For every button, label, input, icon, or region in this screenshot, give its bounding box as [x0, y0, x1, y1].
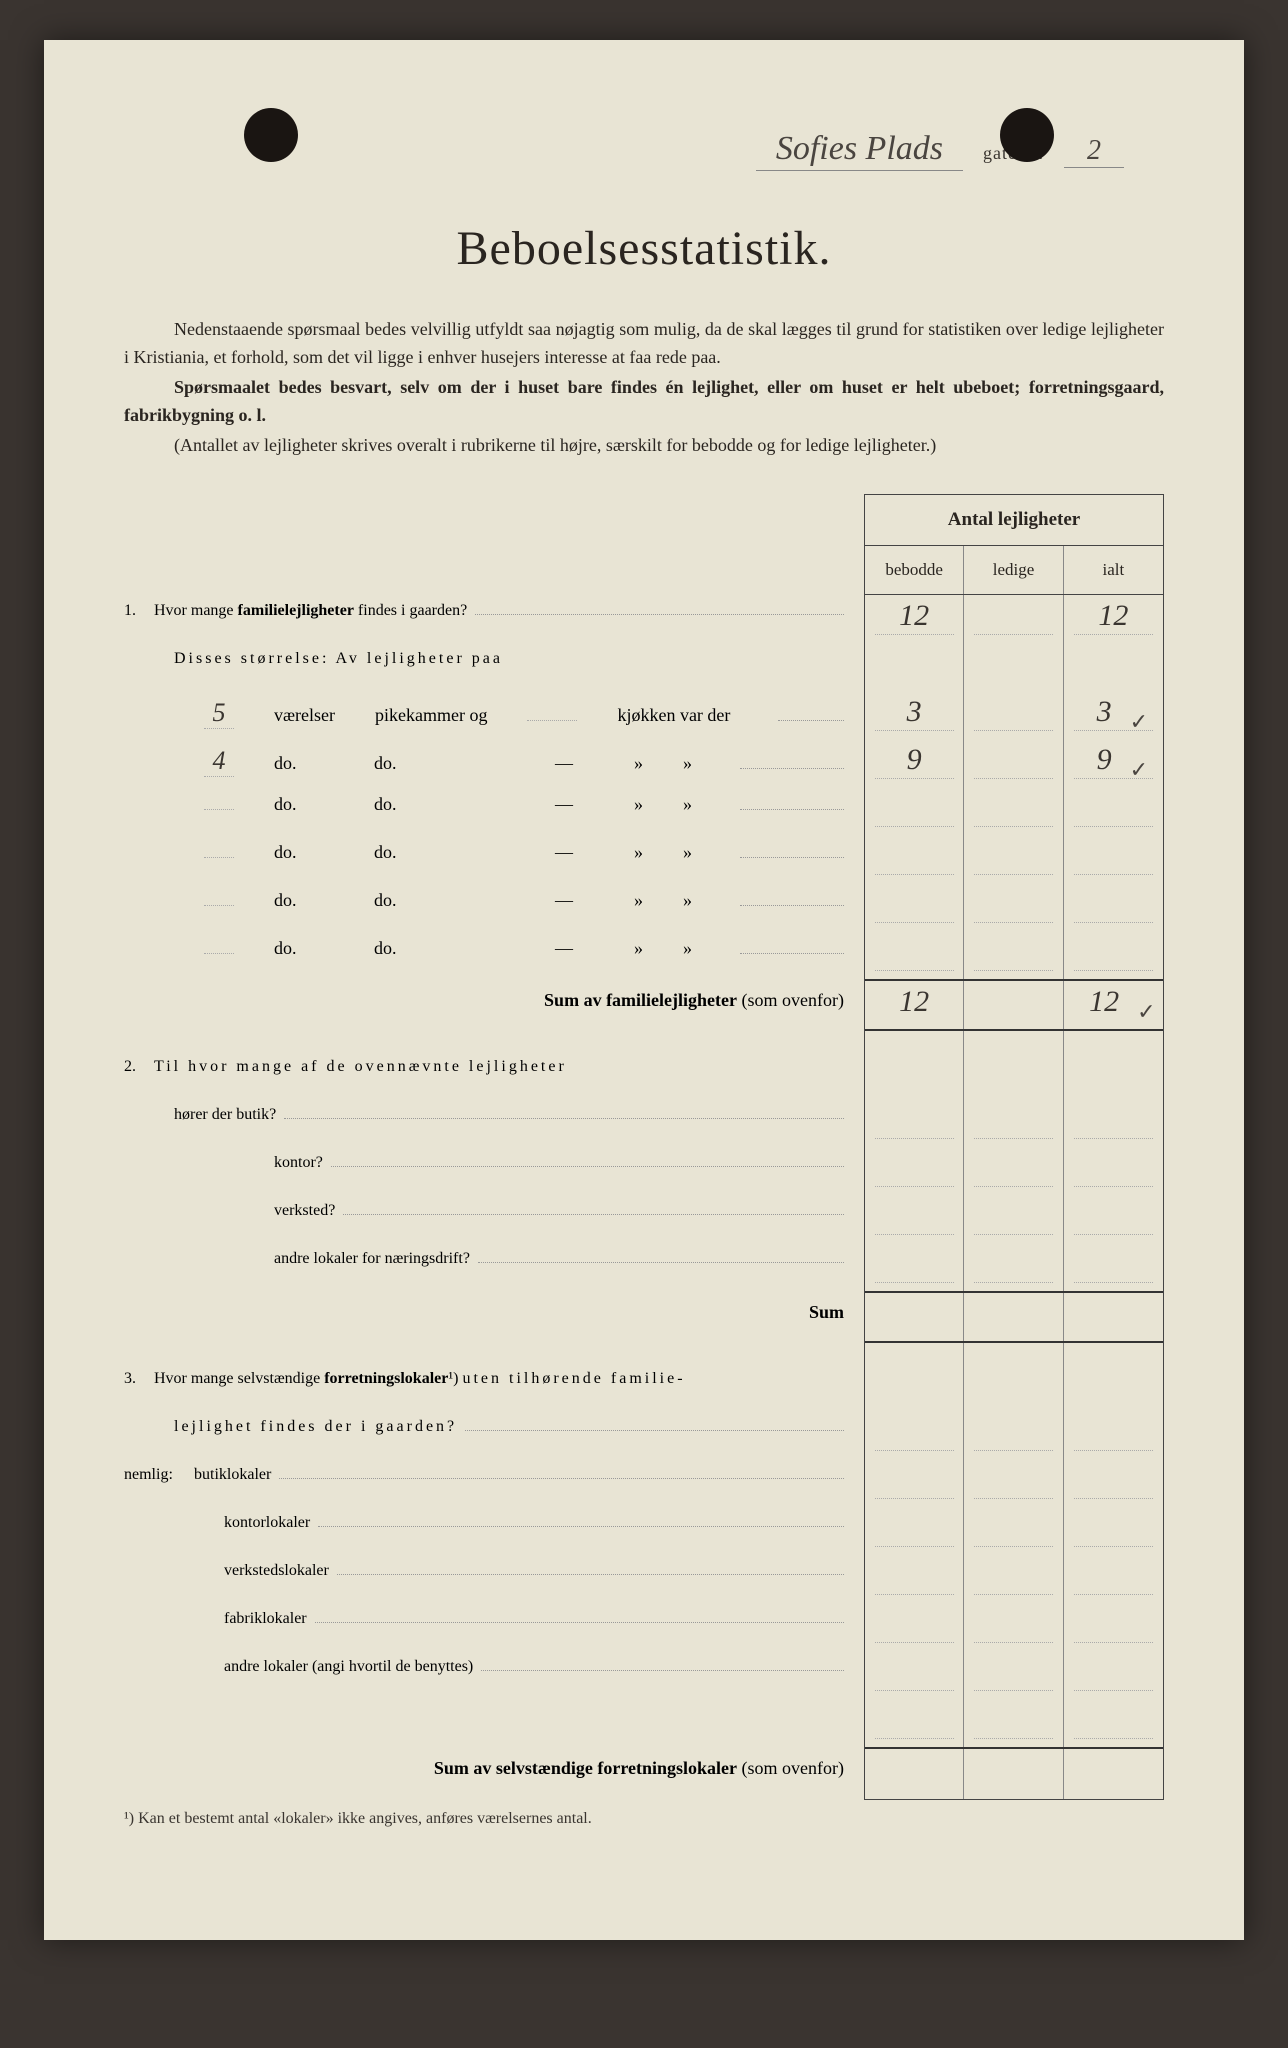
size-row-4: do. do. — » » — [124, 830, 852, 878]
intro-text: Nedenstaaende spørsmaal bedes velvillig … — [124, 316, 1164, 459]
intro-p2: Spørsmaalet bedes besvart, selv om der i… — [124, 374, 1164, 430]
punch-hole-right — [1000, 108, 1054, 162]
data-row-4 — [865, 835, 1163, 883]
q3-item-1: nemlig: butiklokaler — [124, 1454, 852, 1502]
q2-line-b: hører der butik? — [124, 1094, 852, 1142]
data-row-5 — [865, 883, 1163, 931]
q3-row-fabrik — [865, 1603, 1163, 1651]
col-ledige: ledige — [964, 546, 1063, 594]
q3-item-5: andre lokaler (angi hvortil de benyttes) — [124, 1646, 852, 1694]
col-ialt: ialt — [1064, 546, 1163, 594]
questions-column: 1. Hvor mange familielejligheter findes … — [124, 494, 864, 1800]
q1-line: 1. Hvor mange familielejligheter findes … — [124, 590, 852, 638]
q2-row-kontor — [865, 1147, 1163, 1195]
data-row-6 — [865, 931, 1163, 979]
q2-row-butik — [865, 1099, 1163, 1147]
main-grid: 1. Hvor mange familielejligheter findes … — [124, 494, 1164, 1800]
document-page: Sofies Plads gate nr. 2 Beboelsesstatist… — [44, 40, 1244, 1940]
q3-item-3: verkstedslokaler — [124, 1550, 852, 1598]
size-row-1: 5 værelser pikekammer og kjøkken var der — [124, 686, 852, 734]
punch-hole-left — [244, 108, 298, 162]
data-row-2: 9 9✓ — [865, 739, 1163, 787]
q3-row-kontor — [865, 1507, 1163, 1555]
q3-item-4: fabriklokaler — [124, 1598, 852, 1646]
q1-sum-row: 12 12✓ — [865, 979, 1163, 1031]
q1-sum-label: Sum av familielejligheter (som ovenfor) — [124, 974, 852, 1026]
data-column: Antal lejligheter bebodde ledige ialt 12… — [864, 494, 1164, 1800]
size-row-5: do. do. — » » — [124, 878, 852, 926]
gate-nr-value: 2 — [1064, 135, 1124, 168]
q3-row-andre — [865, 1651, 1163, 1699]
sub-headers: bebodde ledige ialt — [865, 546, 1163, 595]
size-row-6: do. do. — » » — [124, 926, 852, 974]
q3-row-extra — [865, 1699, 1163, 1747]
data-row-1: 3 3✓ — [865, 691, 1163, 739]
q2-item-1: kontor? — [124, 1142, 852, 1190]
footnote: ¹) Kan et bestemt antal «lokaler» ikke a… — [124, 1810, 1164, 1828]
q3-row-verksted — [865, 1555, 1163, 1603]
q3-row-total — [865, 1411, 1163, 1459]
intro-p1: Nedenstaaende spørsmaal bedes velvillig … — [124, 316, 1164, 372]
q2-item-3: andre lokaler for næringsdrift? — [124, 1238, 852, 1286]
q3-item-2: kontorlokaler — [124, 1502, 852, 1550]
size-row-2: 4 do. do. — » » — [124, 734, 852, 782]
q3-line-a: 3. Hvor mange selvstændige forretningslo… — [124, 1358, 852, 1406]
q2-row-verksted — [865, 1195, 1163, 1243]
size-row-3: do. do. — » » — [124, 782, 852, 830]
q2-sum-row — [865, 1291, 1163, 1343]
intro-p3: (Antallet av lejligheter skrives overalt… — [124, 432, 1164, 460]
q2-row-andre — [865, 1243, 1163, 1291]
q3-row-butik — [865, 1459, 1163, 1507]
col-bebodde: bebodde — [865, 546, 964, 594]
data-row-3 — [865, 787, 1163, 835]
col-header-main: Antal lejligheter — [865, 495, 1163, 546]
page-title: Beboelsesstatistik. — [124, 221, 1164, 276]
q2-sum-label: Sum — [124, 1286, 852, 1338]
street-name: Sofies Plads — [756, 130, 963, 171]
q3-line-b: lejlighet findes der i gaarden? — [124, 1406, 852, 1454]
q3-sum-label: Sum av selvstændige forretningslokaler (… — [124, 1742, 852, 1794]
q1-subtext: Disses størrelse: Av lejligheter paa — [124, 638, 852, 686]
q1-total-row: 12 12 — [865, 595, 1163, 643]
q2-line-a: 2. Til hvor mange af de ovennævnte lejli… — [124, 1046, 852, 1094]
q2-item-2: verksted? — [124, 1190, 852, 1238]
q3-sum-row — [865, 1747, 1163, 1799]
